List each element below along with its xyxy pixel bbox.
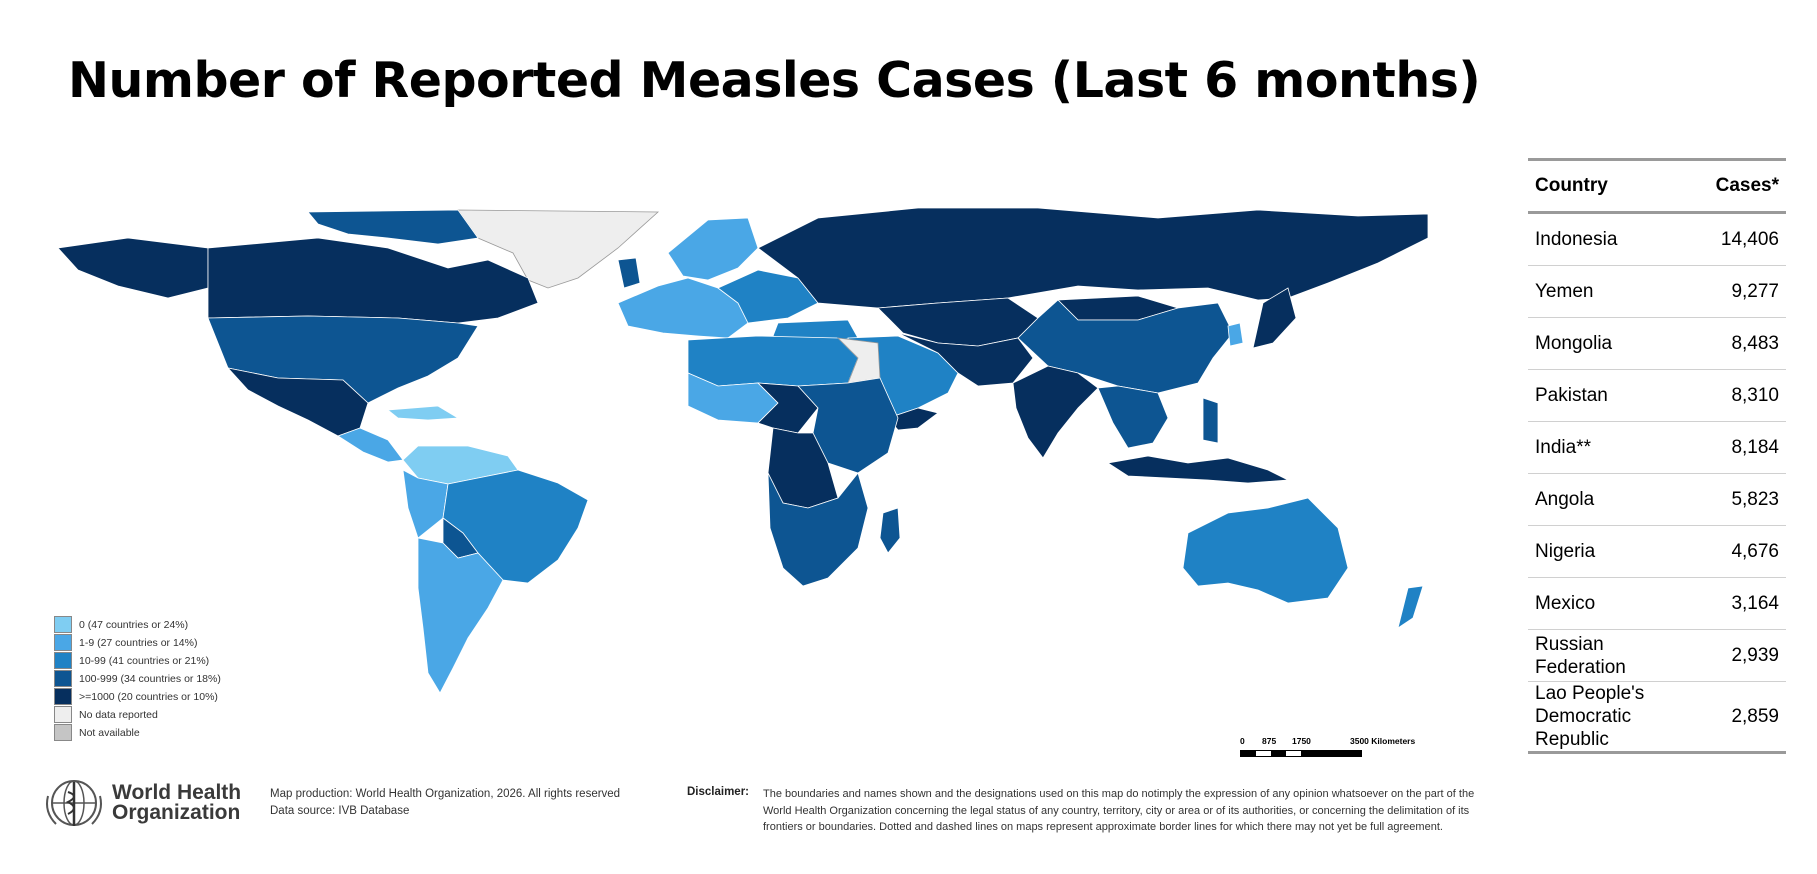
- table-header-row: Country Cases*: [1528, 158, 1786, 214]
- scale-tick-label: 875: [1262, 736, 1277, 746]
- region-scandinavia: [667, 217, 759, 281]
- legend-label: 0 (47 countries or 24%): [79, 619, 189, 631]
- table-row: Angola 5,823: [1528, 473, 1786, 526]
- country-cell: Yemen: [1528, 265, 1692, 318]
- region-madagascar: [879, 507, 901, 554]
- region-canada: [207, 237, 539, 324]
- country-cell: Indonesia: [1528, 212, 1692, 266]
- table-row: Mexico 3,164: [1528, 577, 1786, 630]
- scale-tick-label: 3500 Kilometers: [1350, 736, 1416, 746]
- cases-cell: 2,859: [1692, 681, 1786, 754]
- legend-label: >=1000 (20 countries or 10%): [79, 691, 218, 703]
- legend-label: Not available: [79, 727, 140, 739]
- table-row: Pakistan 8,310: [1528, 369, 1786, 422]
- region-indonesia: [1106, 455, 1290, 484]
- scale-tick-label: 1750: [1292, 736, 1311, 746]
- cases-cell: 5,823: [1692, 473, 1786, 526]
- region-india: [1012, 365, 1099, 459]
- legend-item: No data reported: [54, 706, 221, 724]
- legend-swatch: [54, 616, 72, 633]
- legend-label: 10-99 (41 countries or 21%): [79, 655, 210, 667]
- legend-swatch: [54, 634, 72, 651]
- region-korea: [1227, 322, 1244, 347]
- who-logo: World Health Organization: [42, 776, 241, 830]
- region-central-america: [337, 427, 404, 463]
- region-yemen: [887, 407, 939, 431]
- region-greenland: [457, 209, 660, 289]
- map-legend: 0 (47 countries or 24%) 1-9 (27 countrie…: [54, 616, 221, 742]
- country-cell: Angola: [1528, 473, 1692, 526]
- table-row: Russian Federation 2,939: [1528, 629, 1786, 682]
- cases-cell: 8,483: [1692, 317, 1786, 370]
- cases-cell: 9,277: [1692, 265, 1786, 318]
- region-russia: [757, 208, 1428, 309]
- legend-swatch: [54, 652, 72, 669]
- cases-cell: 8,184: [1692, 421, 1786, 474]
- legend-swatch: [54, 724, 72, 741]
- legend-item: 1-9 (27 countries or 14%): [54, 634, 221, 652]
- world-map: [58, 208, 1428, 694]
- legend-item: 10-99 (41 countries or 21%): [54, 652, 221, 670]
- legend-item: 100-999 (34 countries or 18%): [54, 670, 221, 688]
- cases-table: Country Cases* Indonesia 14,406 Yemen 9,27…: [1528, 158, 1786, 754]
- region-southern-africa: [767, 472, 869, 587]
- region-philippines: [1202, 397, 1219, 444]
- disclaimer-text: The boundaries and names shown and the d…: [763, 788, 1475, 833]
- region-southern-cone: [417, 537, 504, 694]
- table-row: Yemen 9,277: [1528, 265, 1786, 318]
- who-name-line2: Organization: [112, 801, 241, 824]
- region-japan: [1252, 287, 1297, 349]
- table-row: Nigeria 4,676: [1528, 525, 1786, 578]
- cases-cell: 4,676: [1692, 525, 1786, 578]
- country-cell: Russian Federation: [1528, 629, 1692, 682]
- legend-swatch: [54, 670, 72, 687]
- legend-label: 100-999 (34 countries or 18%): [79, 673, 221, 685]
- cases-cell: 14,406: [1692, 212, 1786, 266]
- column-header-cases: Cases*: [1692, 158, 1786, 214]
- page-title: Number of Reported Measles Cases (Last 6…: [68, 52, 1481, 109]
- legend-label: 1-9 (27 countries or 14%): [79, 637, 198, 649]
- scale-bar-graphic: [1240, 750, 1362, 757]
- country-cell: India**: [1528, 421, 1692, 474]
- country-cell: Mexico: [1528, 577, 1692, 630]
- legend-item: 0 (47 countries or 24%): [54, 616, 221, 634]
- table-row: Indonesia 14,406: [1528, 212, 1786, 266]
- legend-swatch: [54, 706, 72, 723]
- table-row: Lao People's Democratic Republic 2,859: [1528, 681, 1786, 754]
- disclaimer-label: Disclaimer:: [687, 786, 750, 798]
- cases-cell: 8,310: [1692, 369, 1786, 422]
- legend-item: >=1000 (20 countries or 10%): [54, 688, 221, 706]
- cases-cell: 3,164: [1692, 577, 1786, 630]
- region-uk: [617, 257, 641, 289]
- scale-bar: 0 875 1750 3500 Kilometers: [1240, 736, 1415, 757]
- data-source-credit: Data source: IVB Database: [270, 805, 410, 817]
- who-emblem-icon: [46, 780, 102, 826]
- country-cell: Lao People's Democratic Republic: [1528, 681, 1692, 754]
- table-row: Mongolia 8,483: [1528, 317, 1786, 370]
- legend-swatch: [54, 688, 72, 705]
- table-row: India** 8,184: [1528, 421, 1786, 474]
- region-caribbean: [386, 405, 460, 421]
- region-eastern-europe: [717, 269, 819, 324]
- country-cell: Pakistan: [1528, 369, 1692, 422]
- cases-cell: 2,939: [1692, 629, 1786, 682]
- country-cell: Mongolia: [1528, 317, 1692, 370]
- region-arctic-islands: [307, 209, 479, 245]
- region-north-africa: [687, 335, 859, 387]
- legend-item: Not available: [54, 724, 221, 742]
- credits: Map production: World Health Organizatio…: [270, 786, 620, 820]
- scale-tick-label: 0: [1240, 736, 1245, 746]
- column-header-country: Country: [1528, 158, 1692, 214]
- region-south-west-asia: [897, 332, 1034, 387]
- region-australia: [1182, 497, 1349, 604]
- region-new-zealand: [1397, 585, 1424, 629]
- region-east-africa: [797, 377, 899, 474]
- country-cell: Nigeria: [1528, 525, 1692, 578]
- who-name-line1: World Health: [112, 781, 242, 804]
- legend-label: No data reported: [79, 709, 158, 721]
- region-alaska: [58, 237, 209, 299]
- region-southeast-asia: [1097, 385, 1169, 449]
- map-production-credit: Map production: World Health Organizatio…: [270, 788, 621, 800]
